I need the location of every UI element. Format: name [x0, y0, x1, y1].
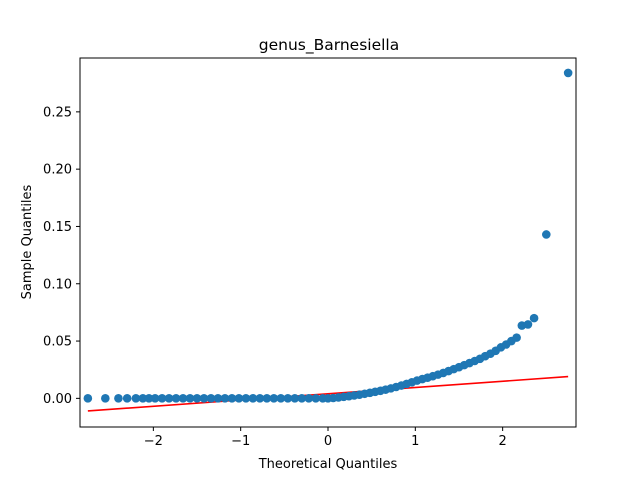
- data-point: [297, 394, 307, 403]
- x-tick-label: 2: [499, 434, 507, 449]
- x-tick-label: 0: [324, 434, 332, 449]
- data-point: [164, 394, 174, 403]
- x-axis: −2 −1 0 1 2: [144, 427, 507, 449]
- data-point: [304, 394, 314, 403]
- data-point: [83, 394, 93, 403]
- data-point: [269, 394, 279, 403]
- data-point: [563, 68, 573, 78]
- plot-frame: [79, 57, 577, 428]
- data-point: [213, 394, 223, 403]
- data-point: [512, 333, 521, 342]
- data-point: [290, 394, 300, 403]
- x-tick-label: −2: [144, 434, 163, 449]
- data-point: [144, 394, 154, 403]
- data-point: [114, 394, 123, 403]
- data-point: [234, 394, 244, 403]
- data-point: [220, 394, 230, 403]
- data-point: [255, 394, 265, 403]
- y-axis: 0.00 0.05 0.10 0.15 0.20 0.25: [43, 105, 80, 407]
- reference-line: [87, 375, 569, 412]
- data-point: [227, 394, 237, 403]
- y-tick-label: 0.15: [43, 220, 72, 235]
- data-point: [199, 394, 209, 403]
- y-tick-label: 0.05: [43, 335, 72, 350]
- data-point: [192, 394, 202, 403]
- data-point: [529, 313, 539, 323]
- data-point: [138, 394, 148, 403]
- data-point: [276, 394, 286, 403]
- data-point: [131, 394, 141, 403]
- data-point: [122, 394, 132, 403]
- data-point: [185, 394, 195, 403]
- x-tick-label: 1: [411, 434, 419, 449]
- data-point: [178, 394, 188, 403]
- data-point: [241, 394, 251, 403]
- reference-line-group: [87, 375, 569, 412]
- data-point: [206, 394, 216, 403]
- x-axis-label: Theoretical Quantiles: [258, 457, 398, 472]
- data-point: [157, 394, 167, 403]
- y-tick-label: 0.10: [43, 277, 72, 292]
- y-tick-label: 0.20: [43, 163, 72, 178]
- data-point: [523, 320, 533, 329]
- y-tick-label: 0.00: [43, 392, 72, 407]
- data-point: [101, 394, 110, 403]
- x-tick-label: −1: [231, 434, 250, 449]
- data-point: [283, 394, 293, 403]
- data-points-group: [83, 68, 573, 403]
- data-point: [311, 394, 321, 403]
- data-point: [171, 394, 181, 403]
- data-point: [262, 394, 272, 403]
- data-point: [542, 230, 551, 239]
- data-point: [248, 394, 258, 403]
- y-axis-label: Sample Quantiles: [20, 184, 35, 299]
- chart-title: genus_Barnesiella: [259, 36, 399, 55]
- y-tick-label: 0.25: [43, 105, 72, 120]
- data-point: [150, 394, 160, 403]
